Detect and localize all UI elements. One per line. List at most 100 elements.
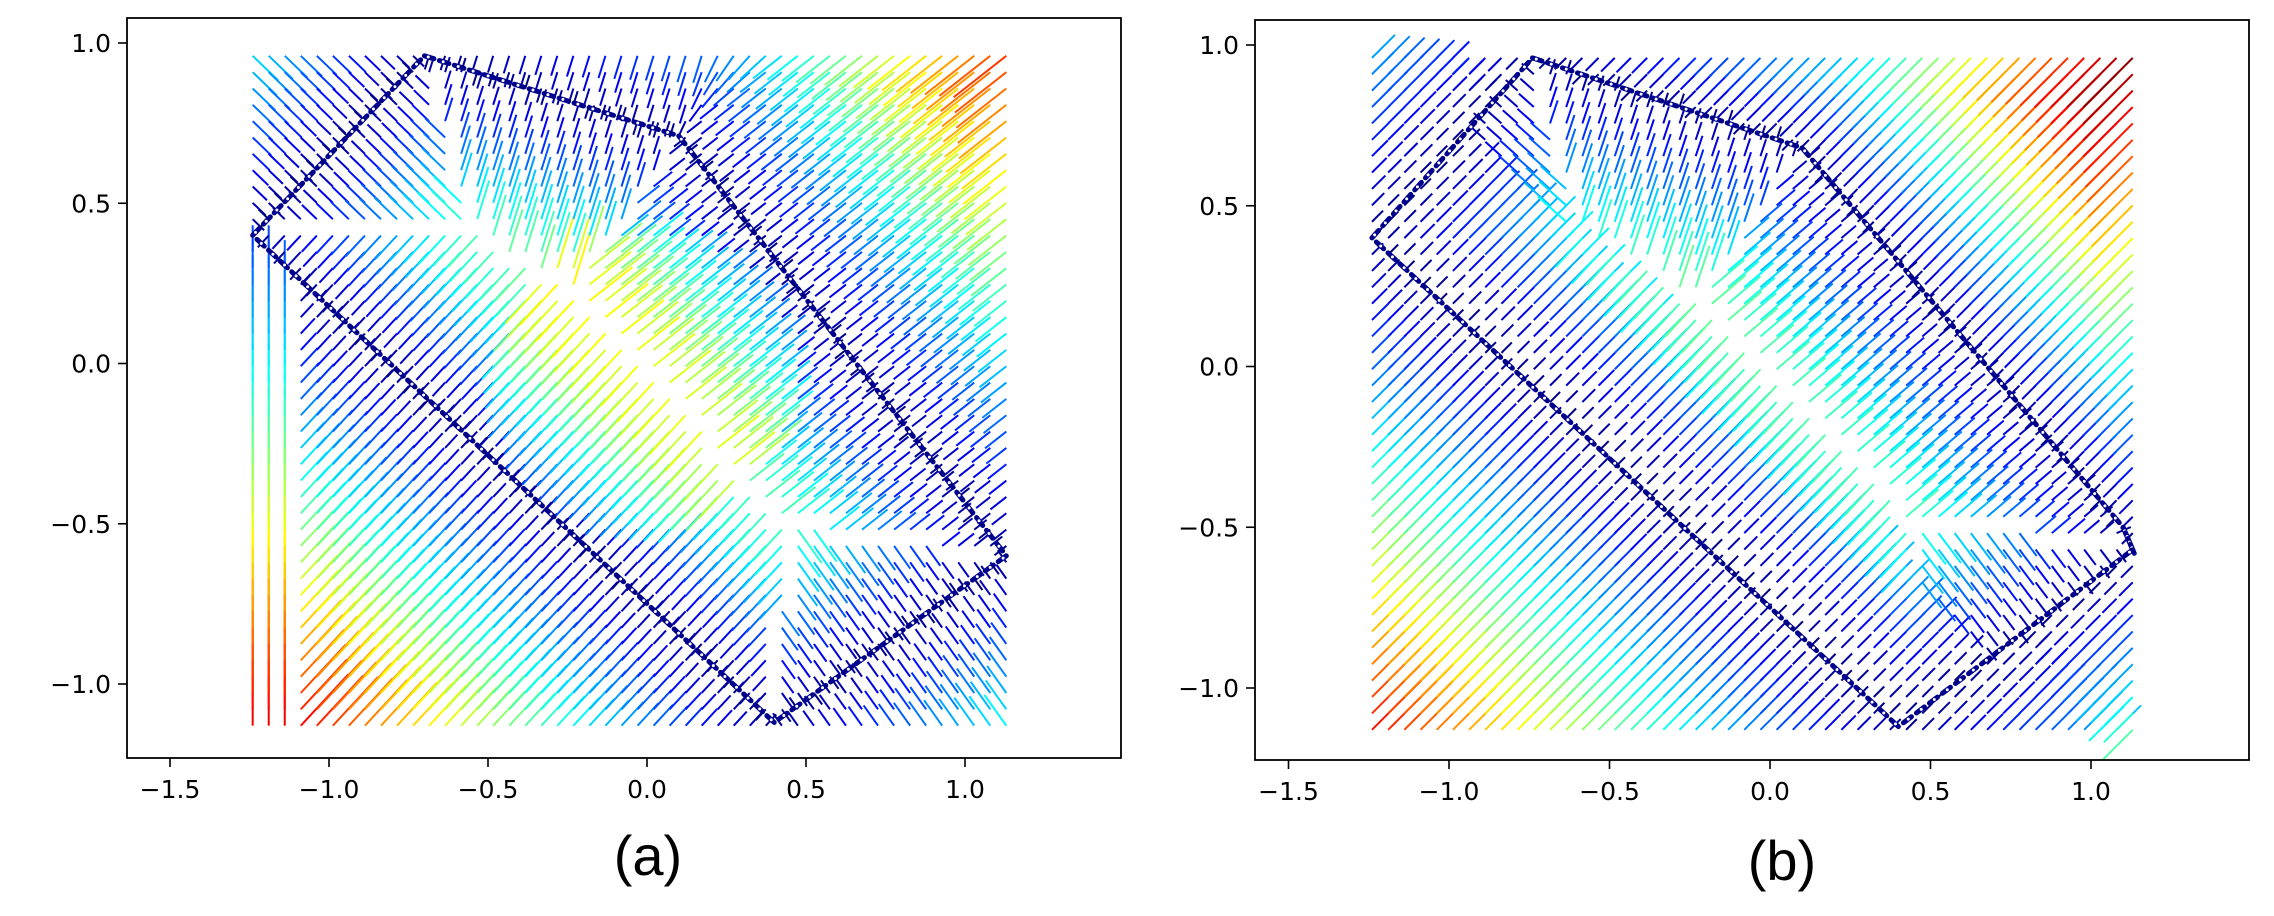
field-vector: [1711, 599, 1728, 616]
field-vector: [1565, 128, 1577, 157]
field-vector: [1435, 352, 1454, 370]
field-vector: [1629, 173, 1643, 206]
field-vector: [1873, 649, 1889, 665]
field-vector: [1533, 480, 1554, 502]
boundary-arrow-gap: [1490, 101, 1494, 105]
field-vector: [797, 594, 817, 621]
field-vector: [1873, 334, 1896, 354]
field-vector: [1435, 322, 1451, 338]
boundary-arrow-gap: [665, 620, 669, 624]
field-vector: [1970, 418, 1990, 436]
field-vector: [1937, 650, 1953, 665]
field-vector: [1759, 480, 1781, 502]
field-vector: [1484, 307, 1499, 321]
boundary-arrow-gap: [2093, 492, 2097, 496]
field-vector: [508, 100, 517, 122]
field-vector: [914, 283, 943, 307]
field-vector: [1921, 353, 1941, 371]
field-vector: [1403, 335, 1422, 354]
field-vector: [1780, 434, 1810, 466]
field-vector: [910, 671, 927, 694]
field-vector: [1549, 391, 1561, 403]
field-vector: [1570, 253, 1600, 285]
field-vector: [1711, 274, 1747, 305]
field-vector: [829, 354, 845, 368]
field-vector: [332, 104, 348, 120]
field-vector: [701, 205, 719, 220]
field-vector: [685, 259, 717, 286]
boundary-arrow-gap: [2088, 580, 2092, 584]
field-vector: [1435, 74, 1453, 92]
field-vector: [971, 447, 991, 464]
field-vector: [1565, 300, 1586, 321]
boundary-arrow-gap: [1609, 82, 1613, 86]
field-vector: [2005, 368, 2021, 384]
field-vector: [412, 460, 432, 482]
field-vector: [1889, 441, 1921, 469]
field-vector: [1565, 142, 1578, 173]
field-vector: [1970, 565, 1990, 590]
field-vector: [835, 185, 863, 209]
boundary-arrow-gap: [1589, 440, 1593, 444]
field-vector: [1779, 122, 1794, 137]
field-vector: [877, 561, 895, 585]
field-vector: [827, 267, 847, 284]
field-vector: [1743, 193, 1755, 223]
field-vector: [1515, 123, 1535, 141]
field-vector: [969, 681, 992, 710]
field-vector: [1664, 73, 1681, 90]
field-vector: [684, 479, 719, 517]
field-vector: [1727, 192, 1739, 223]
field-vector: [1970, 479, 1996, 502]
field-vector: [1549, 195, 1577, 223]
field-vector: [588, 159, 599, 187]
field-vector: [1889, 365, 1914, 387]
boundary-arrow-gap: [1507, 363, 1511, 367]
field-vector: [1727, 465, 1747, 485]
field-vector: [797, 659, 811, 678]
field-vector: [508, 513, 525, 531]
field-vector: [508, 154, 520, 187]
field-vector: [348, 87, 364, 103]
field-vector: [2082, 57, 2134, 109]
field-vector: [1775, 515, 1795, 534]
field-vector: [1986, 598, 2002, 618]
field-vector: [2086, 597, 2102, 613]
field-vector: [332, 87, 350, 105]
boundary-arrow-gap: [264, 219, 268, 223]
field-vector: [1856, 633, 1872, 649]
field-vector: [797, 381, 820, 400]
field-vector: [1808, 282, 1834, 305]
field-vector: [717, 308, 750, 335]
field-vector: [302, 189, 318, 204]
field-vector: [953, 696, 976, 727]
field-vector: [1921, 444, 1950, 469]
field-vector: [540, 183, 554, 220]
field-vector: [1528, 136, 1551, 157]
field-vector: [829, 399, 850, 417]
field-vector: [1924, 270, 1940, 286]
field-vector: [2050, 598, 2063, 612]
field-vector: [364, 71, 380, 87]
field-vector: [1525, 166, 1551, 190]
field-vector: [853, 234, 879, 256]
field-vector: [1905, 442, 1935, 469]
field-vector: [604, 625, 623, 645]
field-vector: [789, 153, 815, 174]
field-vector: [1581, 143, 1594, 173]
field-vector: [1777, 106, 1794, 123]
boundary-arrow-gap: [1554, 407, 1558, 411]
field-vector: [1565, 354, 1582, 370]
field-vector: [1646, 418, 1664, 436]
field-vector: [820, 185, 847, 207]
field-vector: [1808, 619, 1821, 633]
field-vector: [829, 659, 841, 676]
field-vector: [1614, 516, 1631, 534]
field-vector: [396, 444, 416, 465]
field-vector: [476, 525, 497, 547]
field-vector: [1500, 124, 1519, 141]
field-vector: [733, 710, 748, 727]
field-vector: [797, 442, 826, 466]
field-vector: [1549, 466, 1568, 485]
field-vector: [1533, 285, 1553, 305]
